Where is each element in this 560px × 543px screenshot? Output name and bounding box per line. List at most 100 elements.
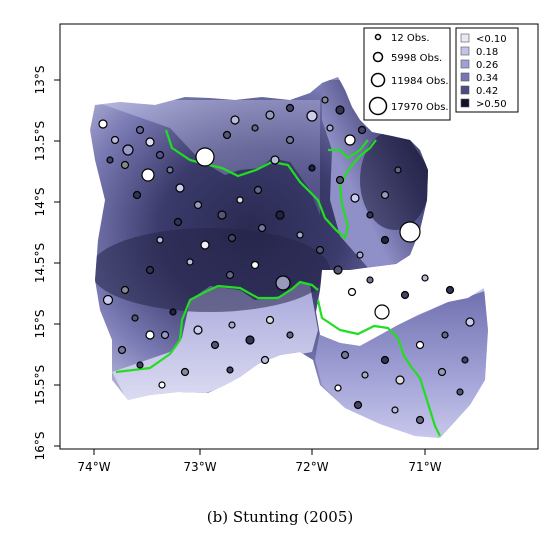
obs-point (122, 144, 134, 156)
obs-point (132, 190, 142, 200)
obs-point (226, 366, 234, 374)
obs-point (210, 340, 220, 350)
obs-point (145, 137, 155, 147)
obs-point (110, 135, 120, 145)
obs-point (155, 150, 165, 160)
obs-point (400, 290, 410, 300)
obs-point (296, 231, 304, 239)
obs-point (380, 235, 390, 245)
obs-point (230, 115, 240, 125)
obs-point (236, 196, 244, 204)
obs-point (270, 155, 280, 165)
obs-point (315, 245, 325, 255)
obs-point (136, 361, 144, 369)
color-legend-label: 0.26 (476, 60, 498, 71)
obs-point (217, 210, 227, 220)
color-swatch (460, 98, 470, 108)
obs-point (456, 388, 464, 396)
obs-point (135, 125, 145, 135)
obs-point (306, 110, 318, 122)
color-swatch (460, 33, 470, 43)
obs-point (102, 294, 114, 306)
color-swatch (460, 46, 470, 56)
dark-core (90, 228, 330, 312)
obs-point (200, 240, 210, 250)
obs-point (193, 200, 203, 210)
size-legend-label: 5998 Obs. (391, 53, 442, 64)
obs-point (98, 119, 108, 129)
y-tick-label: 14.5°S (33, 243, 47, 283)
boundary-south (115, 280, 319, 374)
obs-point (391, 406, 399, 414)
x-tick-label: 74°W (77, 460, 110, 474)
obs-point (145, 265, 155, 275)
obs-point (380, 355, 390, 365)
obs-point (166, 166, 174, 174)
obs-point (285, 103, 295, 113)
obs-point (253, 185, 263, 195)
color-legend-label: 0.18 (476, 47, 498, 58)
obs-point (173, 217, 183, 227)
size-legend-label: 12 Obs. (391, 33, 430, 44)
obs-point (366, 211, 374, 219)
color-legend: <0.10 0.18 0.26 0.34 0.42 >0.50 (455, 27, 519, 113)
obs-point (193, 325, 203, 335)
obs-point (366, 276, 374, 284)
x-tick-labels: 74°W 73°W 72°W 71°W (77, 460, 441, 474)
region-boundaries (115, 129, 441, 437)
obs-point (344, 134, 356, 146)
obs-point (394, 166, 402, 174)
obs-point (180, 367, 190, 377)
x-tick-label: 71°W (408, 460, 441, 474)
axis-ticks (54, 79, 426, 455)
obs-point (120, 160, 130, 170)
observations (98, 96, 475, 425)
obs-point (350, 193, 360, 203)
obs-point (120, 285, 130, 295)
boundary-north-inner (328, 139, 369, 160)
obs-point (275, 275, 291, 291)
obs-point (335, 105, 345, 115)
y-tick-label: 13°S (33, 66, 47, 95)
obs-point (275, 210, 285, 220)
obs-point (461, 356, 469, 364)
y-tick-label: 13.5°S (33, 121, 47, 161)
obs-point (117, 345, 127, 355)
boundary-southeast (316, 299, 441, 437)
obs-point (265, 110, 275, 120)
obs-point (106, 156, 114, 164)
figure-caption: (b) Stunting (2005) (206, 508, 354, 526)
obs-point (347, 287, 357, 297)
obs-point (160, 330, 170, 340)
y-tick-label: 15.5°S (33, 365, 47, 405)
size-legend-marker (372, 51, 384, 63)
obs-point (169, 308, 177, 316)
size-legend-marker (374, 33, 382, 41)
obs-point (399, 221, 421, 243)
obs-point (334, 384, 342, 392)
obs-point (156, 236, 164, 244)
color-swatch (460, 85, 470, 95)
obs-point (228, 321, 236, 329)
obs-point (285, 135, 295, 145)
obs-point (415, 415, 425, 425)
obs-point (222, 130, 232, 140)
obs-point (321, 96, 329, 104)
size-legend-label: 17970 Obs. (391, 102, 449, 113)
color-legend-label: <0.10 (476, 34, 507, 45)
y-tick-label: 14°S (33, 188, 47, 217)
color-legend-label: >0.50 (476, 99, 507, 110)
obs-point (145, 330, 155, 340)
obs-point (380, 190, 390, 200)
obs-point (415, 340, 425, 350)
obs-point (250, 260, 260, 270)
dark-core-ne (360, 130, 430, 230)
obs-point (326, 124, 334, 132)
obs-point (260, 355, 270, 365)
obs-point (195, 147, 215, 167)
color-swatch (460, 72, 470, 82)
obs-point (158, 381, 166, 389)
obs-point (245, 335, 255, 345)
obs-point (141, 168, 155, 182)
